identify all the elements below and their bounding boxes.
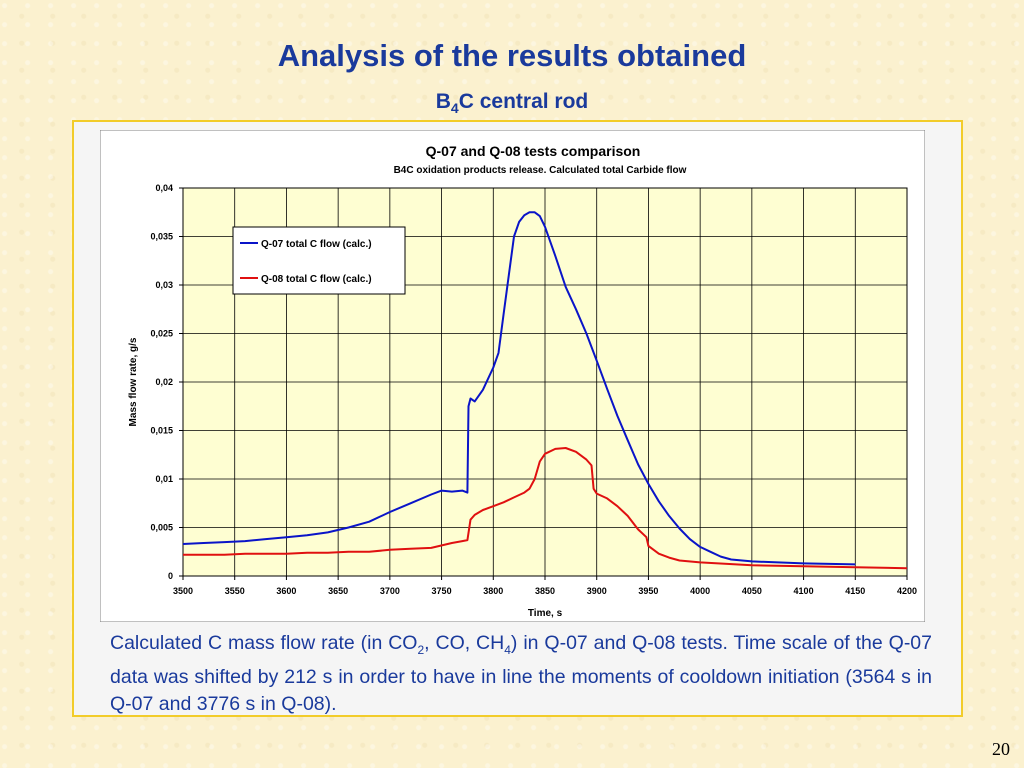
y-axis-label: Mass flow rate, g/s [128,337,139,426]
x-tick-label: 3900 [587,586,607,596]
x-tick-label: 3650 [328,586,348,596]
caption-part3: ) in Q-07 and Q-08 tests. Time scale of … [110,632,933,715]
x-tick-label: 4100 [794,586,814,596]
subtitle-prefix: B [435,90,451,113]
y-tick-label: 0,03 [155,280,173,290]
x-tick-label: 4150 [845,586,865,596]
x-tick-label: 3800 [483,586,503,596]
x-tick-label: 3700 [380,586,400,596]
x-tick-label: 3600 [276,586,296,596]
y-tick-label: 0,02 [155,377,173,387]
y-tick-label: 0,015 [150,426,173,436]
slide-title: Analysis of the results obtained [277,38,747,73]
chart: Q-07 and Q-08 tests comparison B4C oxida… [100,130,925,622]
x-tick-label: 4200 [897,586,917,596]
series-line-q07 [182,211,856,566]
chart-subtitle: B4C oxidation products release. Calculat… [394,165,687,176]
page-number: 20 [992,739,1010,759]
caption-part2: , CO, CH [424,632,505,654]
series-lines [182,211,908,570]
subtitle-suffix: C central rod [458,90,589,113]
slide-subtitle: B4C central rod [0,90,1024,116]
legend-box [232,226,406,295]
series-line-q08 [183,447,908,570]
caption-sub1: 2 [417,642,425,657]
y-tick-label: 0 [168,571,173,581]
y-tick-label: 0,005 [150,523,173,533]
subtitle-subscript: 4 [450,100,459,117]
x-tick-label: 4050 [742,586,762,596]
x-tick-label: 4000 [690,586,710,596]
y-tick-label: 0,01 [155,474,173,484]
grid [179,187,908,580]
x-tick-label: 3950 [638,586,658,596]
y-tick-label: 0,035 [150,232,173,242]
y-tick-label: 0,04 [155,183,173,193]
x-tick-label: 3750 [432,586,452,596]
figure-caption: Calculated C mass flow rate (in CO2, CO,… [110,630,932,718]
y-tick-label: 0,025 [150,329,173,339]
caption-sub2: 4 [504,642,511,657]
x-tick-label: 3550 [225,586,245,596]
legend-label-q07: Q-07 total C flow (calc.) [261,239,372,250]
tick-labels: 3500 3550 3600 3650 3700 3750 3800 3850 3900 3950… [150,183,917,596]
legend-label-q08: Q-08 total C flow (calc.) [261,274,372,285]
x-tick-label: 3500 [173,586,193,596]
chart-title: Q-07 and Q-08 tests comparison [426,143,641,159]
x-axis-label: Time, s [528,608,563,619]
legend: Q-07 total C flow (calc.) Q-08 total C f… [232,226,406,295]
x-tick-label: 3850 [535,586,555,596]
caption-part1: Calculated C mass flow rate (in CO [110,632,418,654]
